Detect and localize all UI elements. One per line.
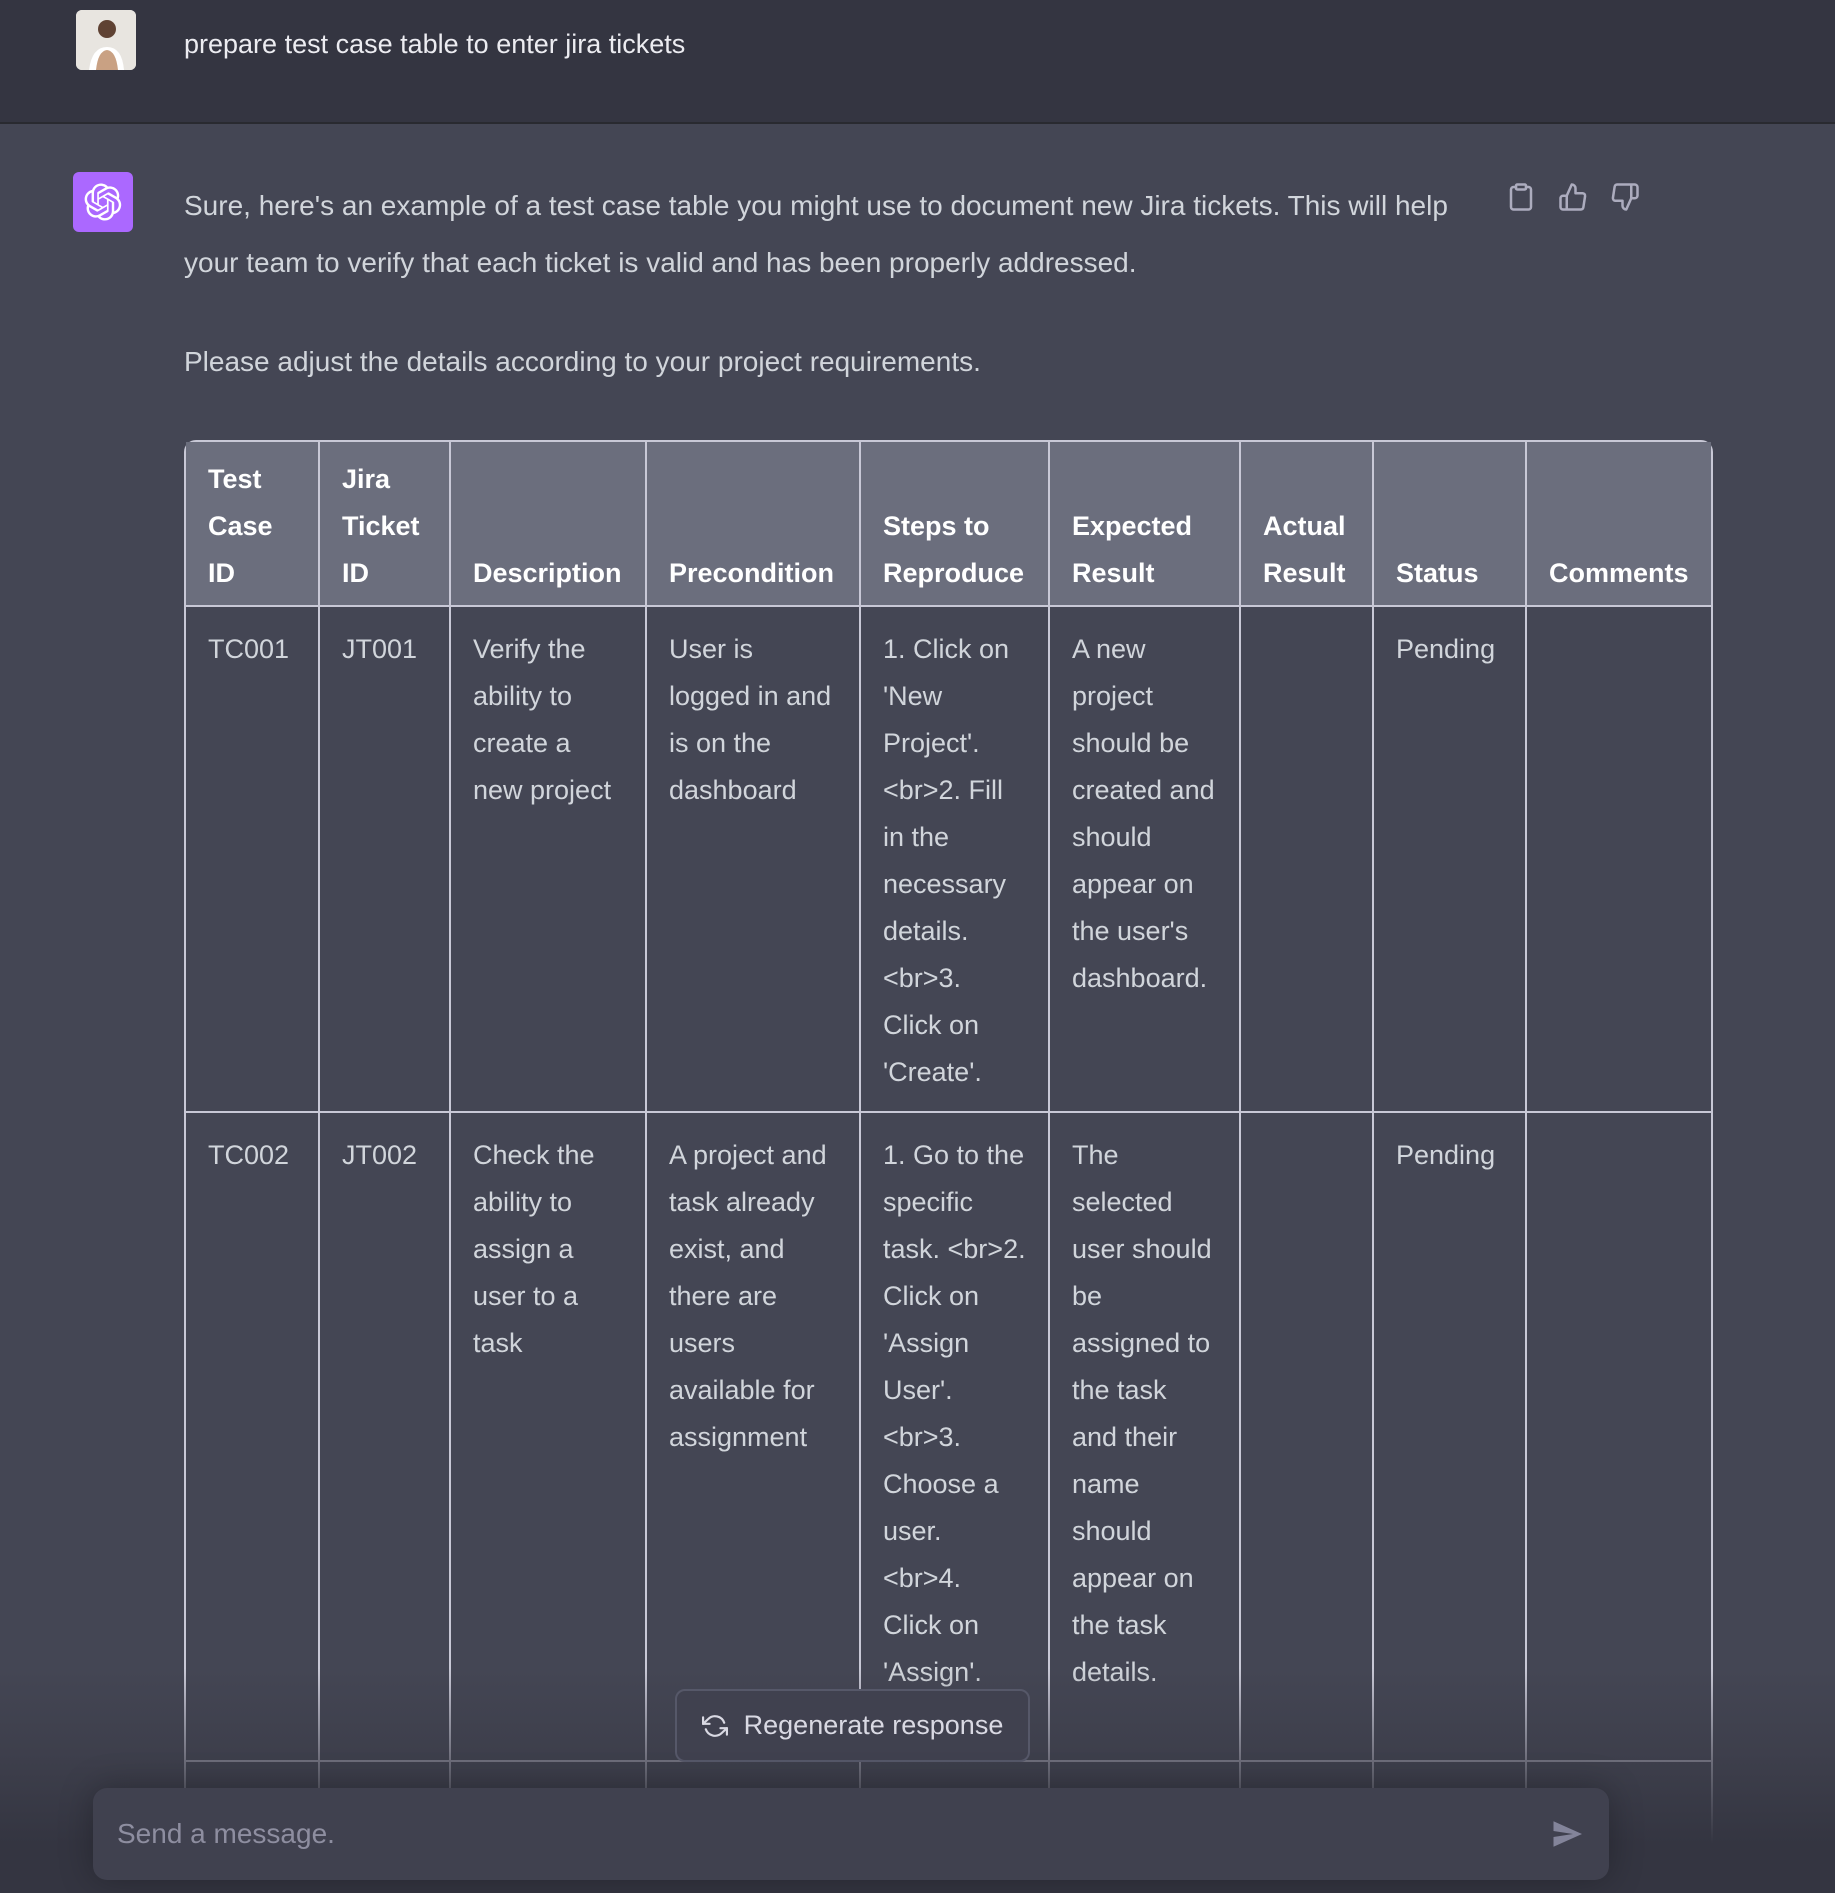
message-composer	[93, 1788, 1609, 1880]
message-input[interactable]	[93, 1788, 1609, 1880]
column-header: Jira Ticket ID	[320, 442, 451, 607]
table-cell: 1. Go to the specific task. <br>2. Click…	[861, 1113, 1050, 1762]
column-header: Steps to Reproduce	[861, 442, 1050, 607]
thumbs-down-icon[interactable]	[1610, 182, 1640, 212]
table-cell: Check the ability to assign a user to a …	[451, 1113, 647, 1762]
regenerate-icon	[701, 1713, 728, 1739]
column-header: Precondition	[647, 442, 861, 607]
thumbs-up-icon[interactable]	[1558, 182, 1588, 212]
table-cell	[1527, 1113, 1711, 1762]
user-photo	[76, 10, 136, 70]
user-message-row	[0, 0, 1835, 124]
test-case-table: Test Case ID Jira Ticket ID Description Pre…	[184, 440, 1713, 1893]
table-cell: Pending	[1374, 1113, 1527, 1762]
user-message-text: prepare test case table to enter jira ti…	[184, 29, 686, 59]
user-avatar	[76, 10, 136, 70]
column-header: Actual Result	[1241, 442, 1374, 607]
column-header: Test Case ID	[186, 442, 320, 607]
table-cell: JT001	[320, 607, 451, 1113]
copy-icon[interactable]	[1506, 182, 1536, 212]
table-header-row: Test Case ID Jira Ticket ID Description Pre…	[186, 442, 1711, 607]
column-header: Comments	[1527, 442, 1711, 607]
assistant-paragraph-1: Sure, here's an example of a test case t…	[184, 190, 1448, 278]
table-cell: Pending	[1374, 607, 1527, 1113]
table-cell: TC001	[186, 607, 320, 1113]
table-row: TC002 JT002 Check the ability to assign a …	[186, 1113, 1711, 1762]
column-header: Status	[1374, 442, 1527, 607]
openai-logo-icon	[84, 183, 122, 221]
table-cell	[1527, 607, 1711, 1113]
regenerate-label: Regenerate response	[743, 1710, 1004, 1740]
table-cell	[1241, 1113, 1374, 1762]
table-cell: JT002	[320, 1113, 451, 1762]
table-cell	[1241, 607, 1374, 1113]
table-cell: Verify the ability to create a new proje…	[451, 607, 647, 1113]
chatgpt-avatar	[73, 172, 133, 232]
table-cell: 1. Click on 'New Project'. <br>2. Fill i…	[861, 607, 1050, 1113]
column-header: Description	[451, 442, 647, 607]
table-cell: A project and task already exist, and th…	[647, 1113, 861, 1762]
column-header: Expected Result	[1050, 442, 1241, 607]
table-cell: The selected user should be assigned to …	[1050, 1113, 1241, 1762]
send-button[interactable]	[1549, 1816, 1585, 1852]
send-icon	[1553, 1821, 1582, 1847]
table-row: TC001 JT001 Verify the ability to create a…	[186, 607, 1711, 1113]
table-cell: A new project should be created and shou…	[1050, 607, 1241, 1113]
message-actions	[1506, 182, 1640, 212]
assistant-paragraph-2: Please adjust the details according to y…	[184, 346, 981, 377]
assistant-message-row	[0, 124, 1835, 1893]
regenerate-response-button[interactable]: Regenerate response	[675, 1689, 1030, 1762]
table-cell: TC002	[186, 1113, 320, 1762]
table-cell: User is logged in and is on the dashboar…	[647, 607, 861, 1113]
